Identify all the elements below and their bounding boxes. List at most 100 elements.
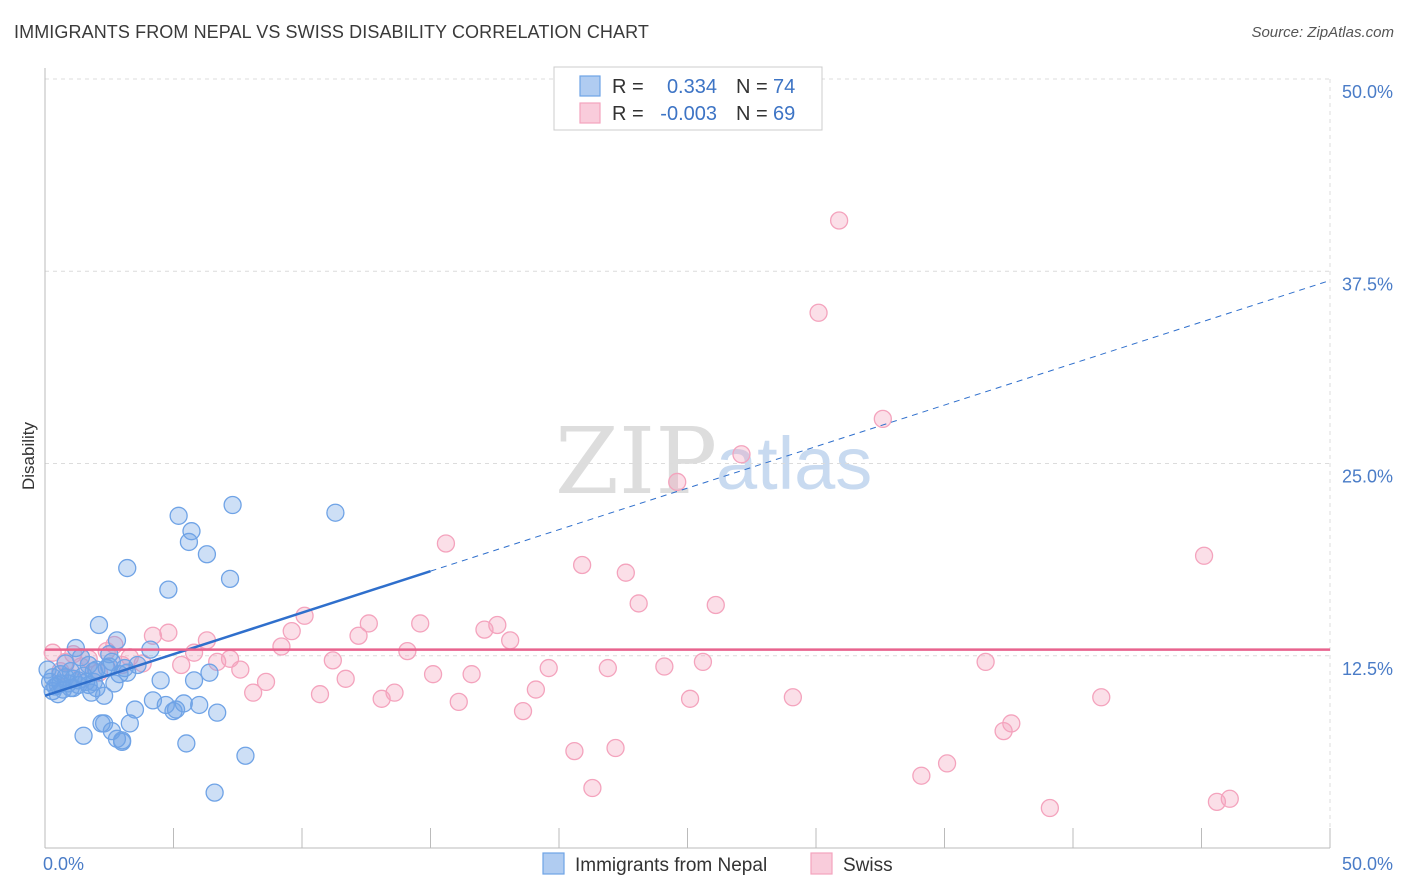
data-point (151, 671, 170, 690)
data-point (501, 631, 520, 650)
legend-n-label: N = (736, 76, 768, 98)
data-point (159, 623, 178, 642)
data-point (398, 641, 417, 661)
data-point (629, 594, 648, 613)
legend-label: Immigrants from Nepal (575, 855, 767, 876)
data-point (462, 665, 481, 684)
x-tick-labels: 0.0% 50.0% (43, 854, 1393, 874)
data-point (89, 615, 109, 635)
data-point (236, 746, 255, 765)
data-point (197, 545, 217, 564)
data-point (105, 674, 124, 693)
data-point (513, 701, 533, 721)
data-points (38, 211, 1239, 818)
data-point (169, 506, 188, 525)
data-point (112, 732, 132, 752)
axes (44, 68, 1331, 849)
data-point (385, 683, 404, 702)
data-point (200, 663, 219, 682)
data-point (220, 569, 240, 588)
y-axis-title: Disability (19, 421, 38, 490)
data-point (223, 495, 242, 515)
data-point (873, 409, 892, 429)
data-point (606, 738, 625, 758)
data-point (120, 714, 139, 733)
data-point (809, 303, 828, 322)
legend-n-label: N = (736, 103, 768, 125)
data-point (436, 534, 456, 553)
data-point (572, 555, 592, 575)
data-point (174, 694, 193, 713)
data-point (526, 680, 546, 699)
series-legend: Immigrants from Nepal Swiss (542, 852, 893, 876)
data-point (336, 669, 355, 688)
data-point (1220, 789, 1239, 808)
x-tick-label: 0.0% (43, 854, 84, 874)
nepal-legend-swatch (579, 75, 601, 97)
data-point (190, 695, 209, 715)
swiss-legend-swatch (579, 102, 601, 124)
data-point (539, 658, 558, 678)
data-point (231, 660, 250, 679)
data-point (449, 692, 468, 712)
nepal-trend-extension (430, 280, 1331, 572)
data-point (172, 655, 191, 675)
data-point (488, 615, 507, 635)
legend-swatch (810, 852, 833, 875)
data-point (693, 652, 713, 672)
y-tick-label: 25.0% (1342, 467, 1393, 487)
data-point (912, 766, 931, 785)
data-point (94, 714, 114, 733)
legend-label: Swiss (843, 855, 893, 876)
data-point (1194, 546, 1214, 565)
y-tick-labels: 12.5% 25.0% 37.5% 50.0% (1342, 82, 1393, 679)
chart-title: IMMIGRANTS FROM NEPAL VS SWISS DISABILIT… (14, 22, 649, 42)
trend-lines (44, 280, 1331, 697)
data-point (66, 638, 85, 658)
watermark-zip: ZIP (555, 408, 717, 515)
data-point (994, 721, 1013, 741)
data-point (118, 558, 137, 578)
data-point (74, 726, 93, 745)
data-point (310, 685, 330, 704)
y-tick-label: 37.5% (1342, 274, 1393, 294)
data-point (616, 563, 635, 582)
legend-item-swiss: Swiss (810, 852, 893, 876)
data-point (423, 665, 443, 684)
nepal-trend-line (44, 569, 431, 697)
data-point (125, 700, 145, 719)
data-point (706, 595, 725, 615)
data-point (1002, 714, 1021, 733)
grid (45, 78, 1331, 848)
data-point (94, 686, 114, 705)
y-tick-label: 50.0% (1342, 82, 1393, 102)
data-point (1040, 798, 1060, 818)
data-point (583, 778, 602, 798)
data-point (244, 683, 263, 702)
data-point (937, 754, 957, 773)
data-point (598, 658, 617, 678)
legend-swatch (542, 852, 565, 875)
legend-r-label: R = (612, 76, 644, 98)
legend-r-label: R = (612, 103, 644, 125)
data-point (107, 729, 127, 748)
y-tick-label: 12.5% (1342, 659, 1393, 679)
data-point (282, 621, 301, 641)
data-point (829, 211, 849, 230)
legend-n-value: 74 (773, 76, 795, 98)
data-point (783, 688, 803, 707)
data-point (100, 645, 119, 664)
data-point (359, 614, 378, 633)
data-point (349, 626, 368, 645)
data-point (326, 503, 345, 522)
data-point (1092, 688, 1111, 707)
x-tick-label: 50.0% (1342, 854, 1393, 874)
data-point (680, 689, 700, 708)
data-point (668, 472, 687, 492)
data-point (205, 783, 224, 802)
data-point (272, 637, 291, 656)
data-point (159, 580, 178, 599)
data-point (184, 671, 204, 690)
legend-n-value: 69 (773, 103, 795, 125)
